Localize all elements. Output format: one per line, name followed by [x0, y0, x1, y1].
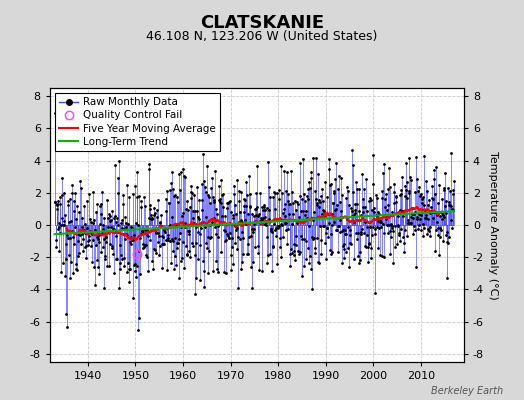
Text: Berkeley Earth: Berkeley Earth [431, 386, 503, 396]
Legend: Raw Monthly Data, Quality Control Fail, Five Year Moving Average, Long-Term Tren: Raw Monthly Data, Quality Control Fail, … [55, 93, 220, 151]
Text: 46.108 N, 123.206 W (United States): 46.108 N, 123.206 W (United States) [146, 30, 378, 43]
Text: CLATSKANIE: CLATSKANIE [200, 14, 324, 32]
Y-axis label: Temperature Anomaly (°C): Temperature Anomaly (°C) [488, 151, 498, 299]
